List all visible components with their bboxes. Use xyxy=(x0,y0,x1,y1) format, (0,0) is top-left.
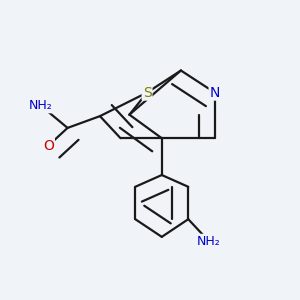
Text: NH₂: NH₂ xyxy=(197,235,221,248)
Text: N: N xyxy=(210,85,220,100)
Text: S: S xyxy=(143,85,152,100)
Text: O: O xyxy=(43,139,54,153)
Text: NH₂: NH₂ xyxy=(29,99,53,112)
